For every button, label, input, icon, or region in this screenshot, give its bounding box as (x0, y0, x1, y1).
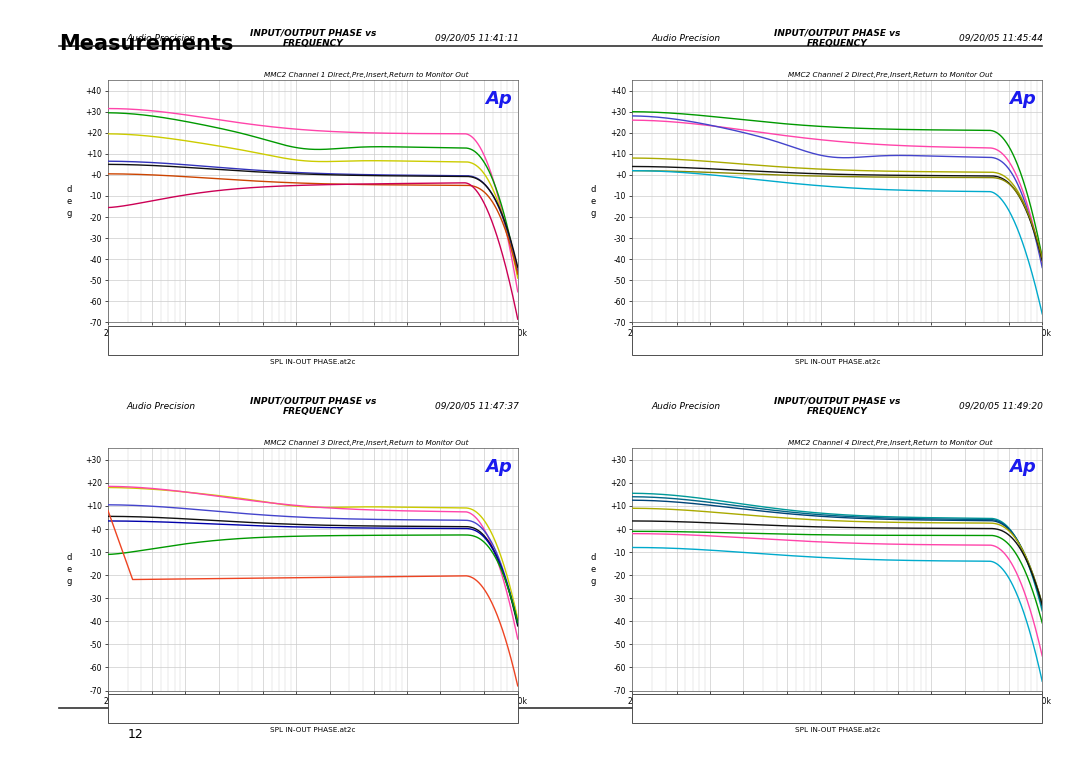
Text: 09/20/05 11:47:37: 09/20/05 11:47:37 (435, 402, 518, 410)
Text: g: g (591, 209, 596, 218)
Text: Measures phase difference between Input to DUT and Output from DUT.: Measures phase difference between Input … (638, 331, 879, 337)
Text: INPUT/OUTPUT PHASE vs
FREQUENCY: INPUT/OUTPUT PHASE vs FREQUENCY (249, 28, 376, 48)
Text: INPUT/OUTPUT PHASE vs
FREQUENCY: INPUT/OUTPUT PHASE vs FREQUENCY (249, 396, 376, 417)
Text: Optimize to see the entire range.: Optimize to see the entire range. (638, 343, 750, 349)
Text: Audio Precision: Audio Precision (651, 34, 720, 43)
Text: SPL IN-OUT PHASE.at2c: SPL IN-OUT PHASE.at2c (795, 727, 880, 733)
Text: 09/20/05 11:49:20: 09/20/05 11:49:20 (959, 402, 1043, 410)
Text: Optimize to see the entire range.: Optimize to see the entire range. (638, 711, 750, 717)
Text: d: d (66, 552, 71, 562)
Text: g: g (591, 577, 596, 586)
Text: d: d (66, 185, 71, 194)
X-axis label: Hz: Hz (308, 339, 319, 348)
Text: Audio Precision: Audio Precision (651, 402, 720, 410)
Text: Ap: Ap (1010, 458, 1036, 476)
Text: 09/20/05 11:45:44: 09/20/05 11:45:44 (959, 34, 1043, 43)
Text: Optimize to see the entire range.: Optimize to see the entire range. (113, 343, 225, 349)
Text: MMC2 Channel 1 Direct,Pre,Insert,Return to Monitor Out: MMC2 Channel 1 Direct,Pre,Insert,Return … (264, 72, 469, 78)
Text: Optimize to see the entire range.: Optimize to see the entire range. (113, 711, 225, 717)
Text: e: e (67, 565, 71, 574)
Text: SPL IN-OUT PHASE.at2c: SPL IN-OUT PHASE.at2c (270, 727, 355, 733)
X-axis label: Hz: Hz (832, 339, 842, 348)
Text: Ap: Ap (1010, 90, 1036, 108)
Text: MMC2 Channel 4 Direct,Pre,Insert,Return to Monitor Out: MMC2 Channel 4 Direct,Pre,Insert,Return … (788, 439, 993, 446)
Text: SPL IN-OUT PHASE.at2c: SPL IN-OUT PHASE.at2c (270, 359, 355, 365)
Text: MMC2 Channel 2 Direct,Pre,Insert,Return to Monitor Out: MMC2 Channel 2 Direct,Pre,Insert,Return … (788, 72, 993, 78)
Text: e: e (591, 565, 596, 574)
Text: SPL IN-OUT PHASE.at2c: SPL IN-OUT PHASE.at2c (795, 359, 880, 365)
X-axis label: Hz: Hz (832, 707, 842, 716)
Text: e: e (591, 197, 596, 206)
X-axis label: Hz: Hz (308, 707, 319, 716)
Text: Measures phase difference between Input to DUT and Output from DUT.: Measures phase difference between Input … (113, 331, 354, 337)
Text: g: g (66, 577, 71, 586)
Text: d: d (591, 552, 596, 562)
Text: Measures phase difference between Input to DUT and Output from DUT.: Measures phase difference between Input … (638, 700, 879, 706)
Text: Audio Precision: Audio Precision (126, 34, 195, 43)
Text: MMC2 Channel 3 Direct,Pre,Insert,Return to Monitor Out: MMC2 Channel 3 Direct,Pre,Insert,Return … (264, 439, 469, 446)
Text: d: d (591, 185, 596, 194)
Text: Measurements: Measurements (59, 34, 233, 54)
Text: Ap: Ap (485, 458, 512, 476)
Text: Ap: Ap (485, 90, 512, 108)
Text: INPUT/OUTPUT PHASE vs
FREQUENCY: INPUT/OUTPUT PHASE vs FREQUENCY (774, 396, 901, 417)
Text: 12: 12 (127, 727, 144, 741)
Text: spl: spl (77, 731, 98, 744)
Text: 09/20/05 11:41:11: 09/20/05 11:41:11 (435, 34, 518, 43)
Text: Measures phase difference between Input to DUT and Output from DUT.: Measures phase difference between Input … (113, 700, 354, 706)
Text: g: g (66, 209, 71, 218)
Text: INPUT/OUTPUT PHASE vs
FREQUENCY: INPUT/OUTPUT PHASE vs FREQUENCY (774, 28, 901, 48)
Text: Audio Precision: Audio Precision (126, 402, 195, 410)
Text: e: e (67, 197, 71, 206)
